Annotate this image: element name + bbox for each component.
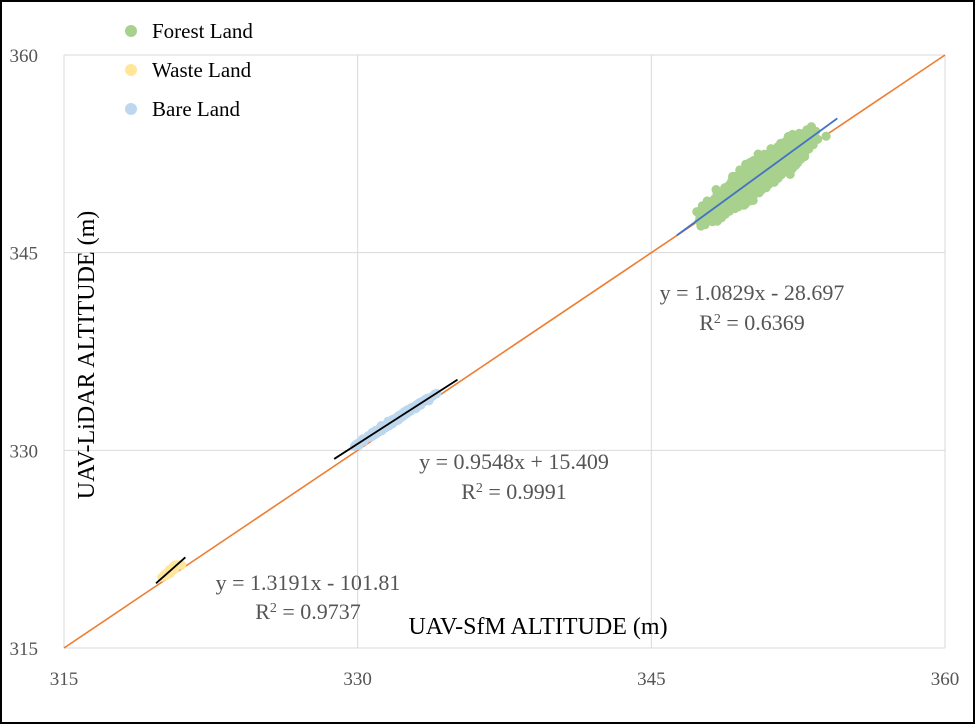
data-point [749,172,759,182]
legend: Forest Land Waste Land Bare Land [125,19,253,121]
legend-label: Waste Land [152,58,252,82]
forest-equation: y = 1.0829x - 28.697 [660,280,845,305]
legend-label: Bare Land [152,97,241,121]
waste-equation: y = 1.3191x - 101.81 [216,570,401,595]
trendlines-group [155,117,838,585]
series-forest-land [692,122,831,231]
data-point [802,125,812,135]
legend-marker-bare-land [125,103,137,115]
x-tick-label: 315 [50,669,79,690]
data-point [772,154,782,165]
y-tick-label: 360 [10,46,39,67]
data-point [696,221,706,231]
x-tick-label: 330 [343,669,372,690]
waste-r2: R2 = 0.9737 [255,599,361,624]
grid-lines [63,54,946,649]
legend-marker-forest-land [125,25,137,37]
data-point [748,163,759,173]
bare-r2: R2 = 0.9991 [461,479,567,504]
x-tick-label: 360 [931,669,960,690]
y-tick-label: 315 [10,639,39,660]
data-point [787,153,797,163]
tick-labels: 315 330 345 360 315 330 345 360 [10,46,960,690]
data-point [747,181,757,191]
data-point [705,209,715,219]
data-point [756,159,766,169]
legend-marker-waste-land [125,64,137,76]
forest-r2: R2 = 0.6369 [699,310,805,335]
data-point [731,202,742,212]
y-axis-title: UAV-LiDAR ALTITUDE (m) [74,211,100,499]
bare-equation: y = 0.9548x + 15.409 [419,449,609,474]
trendline-bare-land [333,378,458,460]
data-point [783,138,793,148]
data-point [712,216,722,226]
data-point [821,131,831,141]
trendline-waste-land [155,556,186,585]
trendline-forest-land [676,117,838,237]
data-point [402,405,412,415]
data-point [790,160,800,171]
y-tick-label: 330 [10,441,39,462]
x-tick-label: 345 [637,669,666,690]
legend-label: Forest Land [152,19,253,43]
y-tick-label: 345 [10,244,39,265]
data-point [749,188,759,199]
data-point [736,174,746,184]
data-point [354,440,364,450]
points-group [157,122,831,582]
data-point [718,187,728,198]
x-axis-title: UAV-SfM ALTITUDE (m) [408,614,667,640]
